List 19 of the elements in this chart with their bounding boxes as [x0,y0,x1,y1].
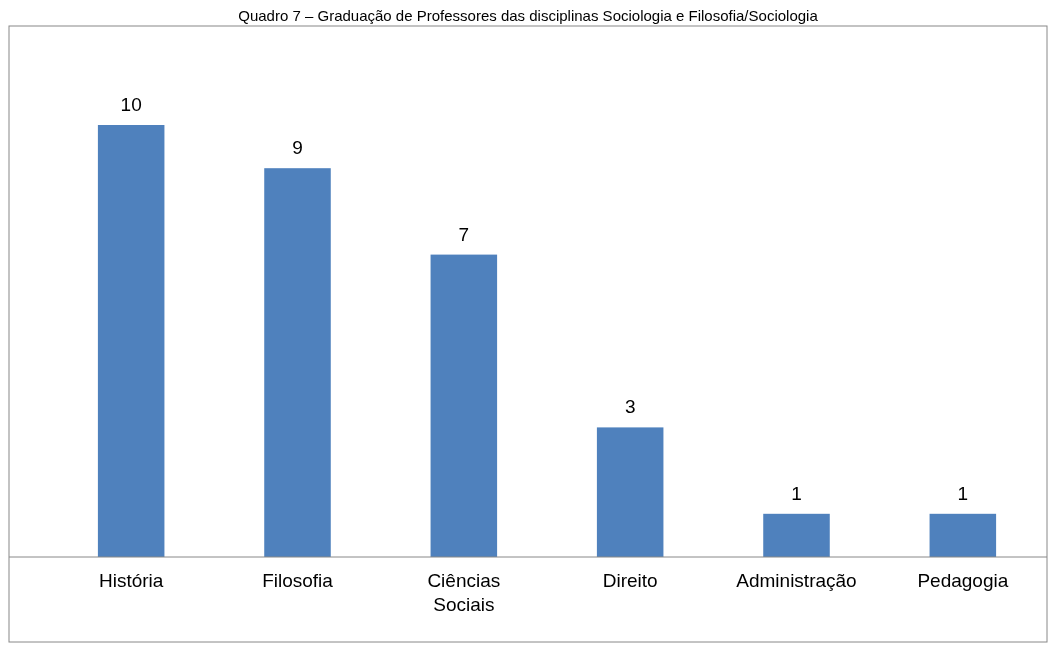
x-tick-label: Pedagogia [917,570,1009,591]
bar [97,125,165,557]
data-label: 7 [458,223,470,245]
data-label: 9 [292,137,303,159]
chart-title: Quadro 7 – Graduação de Professores das disciplinas Sociologia e Filosofia/Sociologia [238,7,819,24]
x-tick-label: Direito [602,570,658,591]
data-label: 3 [624,396,636,418]
x-tick-label: Ciências Sociais [427,570,501,615]
bar [596,427,664,557]
x-tick-label: Filosofia [262,570,334,591]
bar [763,513,830,557]
bar [264,168,331,557]
data-label: 10 [120,94,142,115]
x-tick-label: Administração [736,570,857,591]
bar [430,254,498,557]
x-tick-label: História [98,570,164,591]
data-label: 1 [791,482,802,504]
data-label: 1 [957,482,969,504]
bar [929,513,997,557]
